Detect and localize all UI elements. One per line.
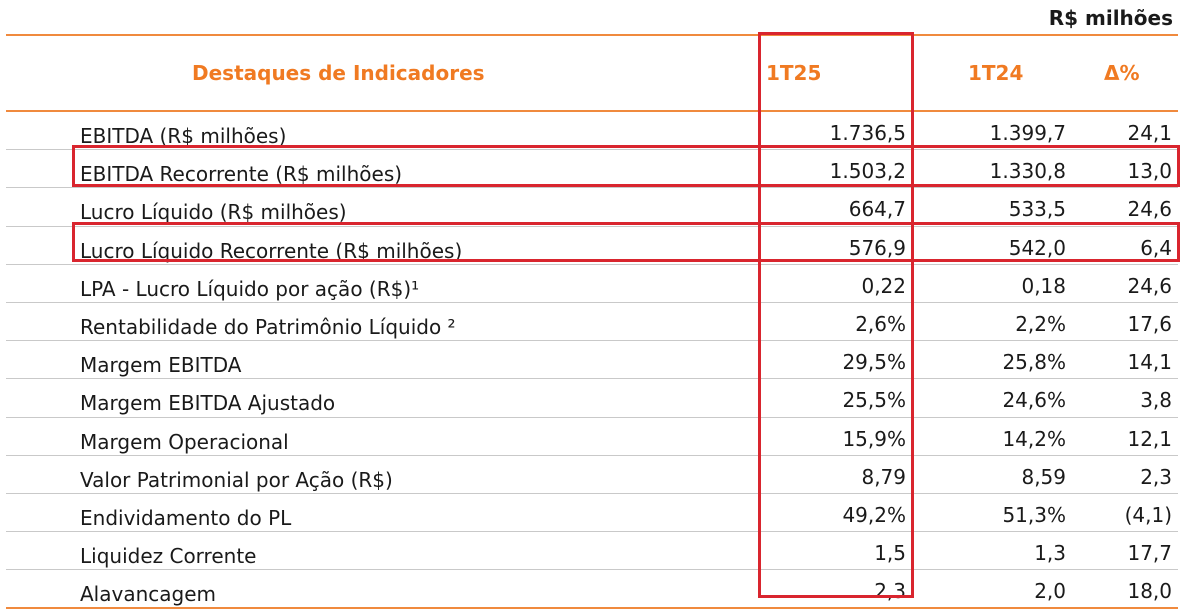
value-1t24: 0,18 [1021, 273, 1066, 298]
table-row: EBITDA Recorrente (R$ milhões) 1.503,2 1.3… [6, 150, 1178, 189]
value-delta: 2,3 [1140, 464, 1172, 489]
table-row: Rentabilidade do Patrimônio Líquido ² 2,6… [6, 303, 1178, 342]
value-1t25: 15,9% [842, 426, 906, 451]
value-delta: 18,0 [1127, 579, 1172, 604]
header-1t24: 1T24 [968, 61, 1024, 85]
value-delta: 14,1 [1127, 350, 1172, 375]
table-row: Valor Patrimonial por Ação (R$) 8,79 8,59 2… [6, 456, 1178, 494]
header-1t25: 1T25 [766, 61, 822, 85]
row-label: Margem Operacional [80, 429, 289, 454]
row-label: Valor Patrimonial por Ação (R$) [80, 467, 393, 492]
value-1t24: 2,0 [1034, 579, 1066, 604]
row-label: Lucro Líquido Recorrente (R$ milhões) [80, 238, 463, 263]
table-row: Margem EBITDA Ajustado 25,5% 24,6% 3,8 [6, 379, 1178, 418]
value-delta: 12,1 [1127, 426, 1172, 451]
value-1t25: 29,5% [842, 350, 906, 375]
value-1t24: 24,6% [1002, 388, 1066, 413]
unit-label: R$ milhões [1048, 6, 1173, 30]
value-1t24: 542,0 [1008, 235, 1066, 260]
value-1t25: 2,3 [874, 579, 906, 604]
value-delta: 17,6 [1127, 311, 1172, 336]
value-1t25: 1,5 [874, 541, 906, 566]
indicators-table: Destaques de Indicadores 1T25 1T24 Δ% EB… [6, 34, 1178, 609]
row-label: Endividamento do PL [80, 505, 292, 530]
value-1t25: 576,9 [848, 235, 906, 260]
value-1t24: 1.399,7 [989, 121, 1066, 145]
value-1t25: 1.503,2 [829, 159, 906, 184]
table-body: EBITDA (R$ milhões) 1.736,5 1.399,7 24,1 EBI… [6, 112, 1178, 609]
value-1t25: 49,2% [842, 502, 906, 527]
value-delta: 24,1 [1127, 121, 1172, 145]
header-indicators: Destaques de Indicadores [192, 61, 485, 85]
value-1t25: 8,79 [861, 464, 906, 489]
value-delta: 24,6 [1127, 197, 1172, 222]
row-label: Margem EBITDA Ajustado [80, 391, 336, 416]
row-label: Rentabilidade do Patrimônio Líquido ² [80, 314, 456, 339]
value-1t24: 8,59 [1021, 464, 1066, 489]
value-1t24: 51,3% [1002, 502, 1066, 527]
table-row: Alavancagem 2,3 2,0 18,0 [6, 570, 1178, 609]
value-1t25: 2,6% [855, 311, 906, 336]
value-1t25: 0,22 [861, 273, 906, 298]
value-1t25: 25,5% [842, 388, 906, 413]
value-delta: 13,0 [1127, 159, 1172, 184]
table-row: LPA - Lucro Líquido por ação (R$)¹ 0,22 0,… [6, 265, 1178, 303]
table-row: Lucro Líquido (R$ milhões) 664,7 533,5 24,6 [6, 188, 1178, 227]
table-row: Endividamento do PL 49,2% 51,3% (4,1) [6, 494, 1178, 533]
table-row: Lucro Líquido Recorrente (R$ milhões) 576… [6, 227, 1178, 265]
value-delta: 17,7 [1127, 541, 1172, 566]
value-1t24: 1,3 [1034, 541, 1066, 566]
value-1t24: 25,8% [1002, 350, 1066, 375]
row-label: EBITDA Recorrente (R$ milhões) [80, 162, 403, 187]
row-label: Alavancagem [80, 582, 216, 607]
value-1t24: 1.330,8 [989, 159, 1066, 184]
table-row: Margem Operacional 15,9% 14,2% 12,1 [6, 418, 1178, 456]
value-delta: 24,6 [1127, 273, 1172, 298]
value-1t24: 2,2% [1015, 311, 1066, 336]
value-1t24: 14,2% [1002, 426, 1066, 451]
value-1t25: 1.736,5 [829, 121, 906, 145]
table-row: Margem EBITDA 29,5% 25,8% 14,1 [6, 341, 1178, 380]
row-label: EBITDA (R$ milhões) [80, 124, 287, 148]
table-row: Liquidez Corrente 1,5 1,3 17,7 [6, 532, 1178, 571]
table-header: Destaques de Indicadores 1T25 1T24 Δ% [6, 34, 1178, 112]
table-row: EBITDA (R$ milhões) 1.736,5 1.399,7 24,1 [6, 112, 1178, 151]
value-delta: 6,4 [1140, 235, 1172, 260]
row-label: Margem EBITDA [80, 353, 242, 378]
value-1t24: 533,5 [1008, 197, 1066, 222]
value-delta: (4,1) [1124, 502, 1172, 527]
row-label: Lucro Líquido (R$ milhões) [80, 200, 347, 225]
value-delta: 3,8 [1140, 388, 1172, 413]
header-delta: Δ% [1104, 61, 1140, 85]
row-label: Liquidez Corrente [80, 544, 257, 569]
value-1t25: 664,7 [848, 197, 906, 222]
row-label: LPA - Lucro Líquido por ação (R$)¹ [80, 276, 420, 301]
